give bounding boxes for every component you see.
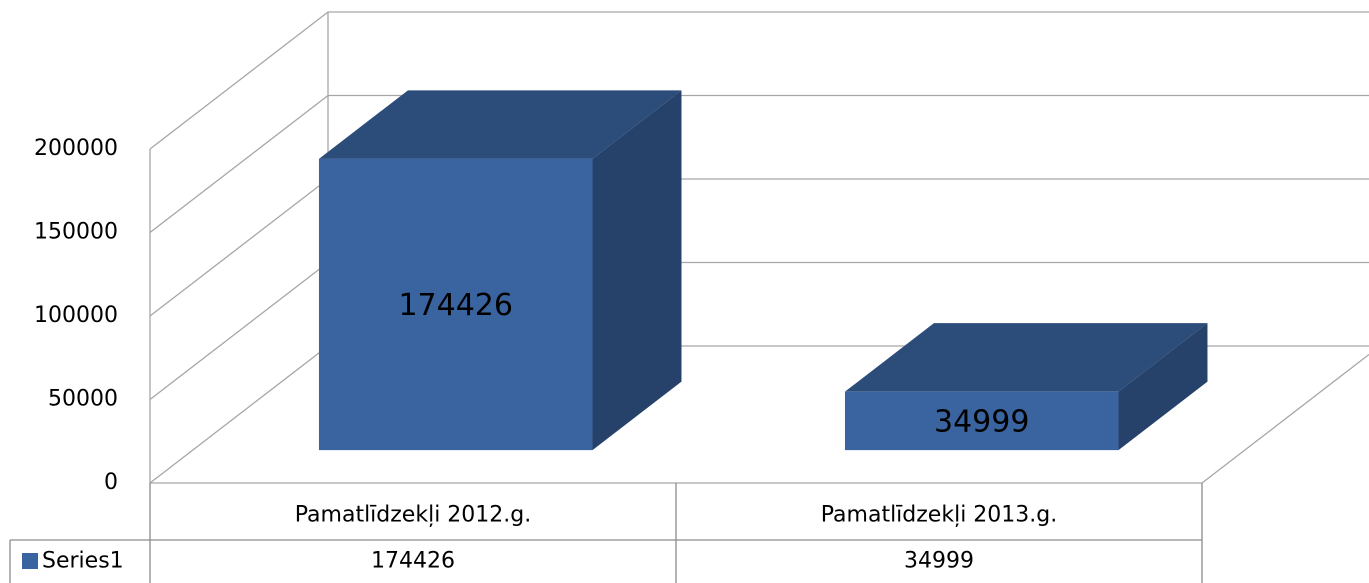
table-value: 34999 [904, 549, 974, 574]
bar-side [592, 90, 682, 451]
y-tick-label: 100000 [34, 303, 118, 328]
grid-line [149, 94, 1369, 234]
bar [844, 391, 1119, 451]
data-label: 174426 [398, 288, 513, 323]
legend-swatch [22, 553, 38, 569]
grid-line [149, 11, 1369, 150]
y-tick-label: 0 [104, 470, 118, 495]
y-tick-label: 200000 [34, 136, 118, 161]
bar [318, 158, 593, 451]
bar-top [844, 323, 1208, 392]
floor-right-edge [1201, 353, 1369, 484]
legend-label: Series1 [42, 549, 124, 574]
table-value: 174426 [371, 549, 455, 574]
x-tick-label: Pamatlīdzekļi 2013.g. [821, 503, 1057, 528]
bar-side [1118, 323, 1208, 451]
data-label: 34999 [934, 404, 1029, 439]
y-tick-label: 50000 [48, 387, 118, 412]
x-tick-label: Pamatlīdzekļi 2012.g. [295, 503, 531, 528]
bar-top [318, 90, 682, 159]
y-tick-label: 150000 [34, 220, 118, 245]
